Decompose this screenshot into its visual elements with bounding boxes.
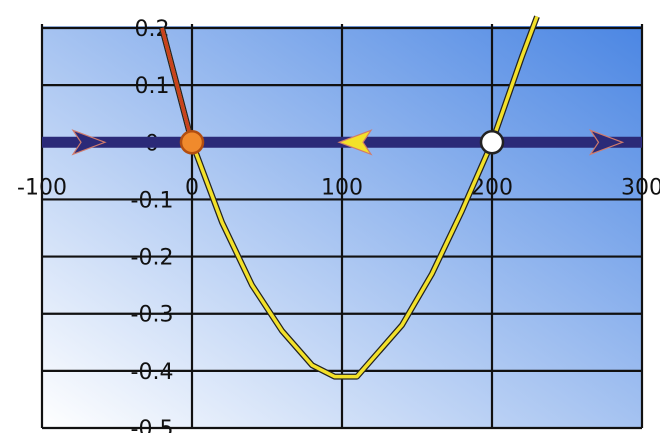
x-tick-label: 300	[621, 175, 660, 200]
curve-line	[160, 15, 539, 379]
marker-layer	[71, 129, 625, 156]
direction-arrow-right	[588, 129, 625, 156]
y-tick-label: -0.5	[131, 417, 174, 433]
x-tick-label: 100	[321, 175, 363, 200]
tick-labels: -10001002003000.20.10-0.1-0.2-0.3-0.4-0.…	[17, 17, 660, 433]
x-tick-label: 0	[185, 175, 199, 200]
unstable-point-marker	[479, 130, 505, 155]
direction-arrow-right	[71, 129, 107, 156]
y-tick-label: 0.1	[135, 74, 170, 99]
y-tick-label: -0.2	[131, 246, 174, 271]
y-tick-label: -0.1	[131, 188, 174, 213]
curve-line-left	[160, 27, 194, 143]
y-tick-label: -0.3	[131, 303, 174, 328]
y-tick-label: -0.4	[131, 360, 174, 385]
stable-point-marker	[179, 130, 205, 155]
direction-arrow-left	[337, 129, 373, 156]
x-tick-label: -100	[17, 175, 67, 200]
